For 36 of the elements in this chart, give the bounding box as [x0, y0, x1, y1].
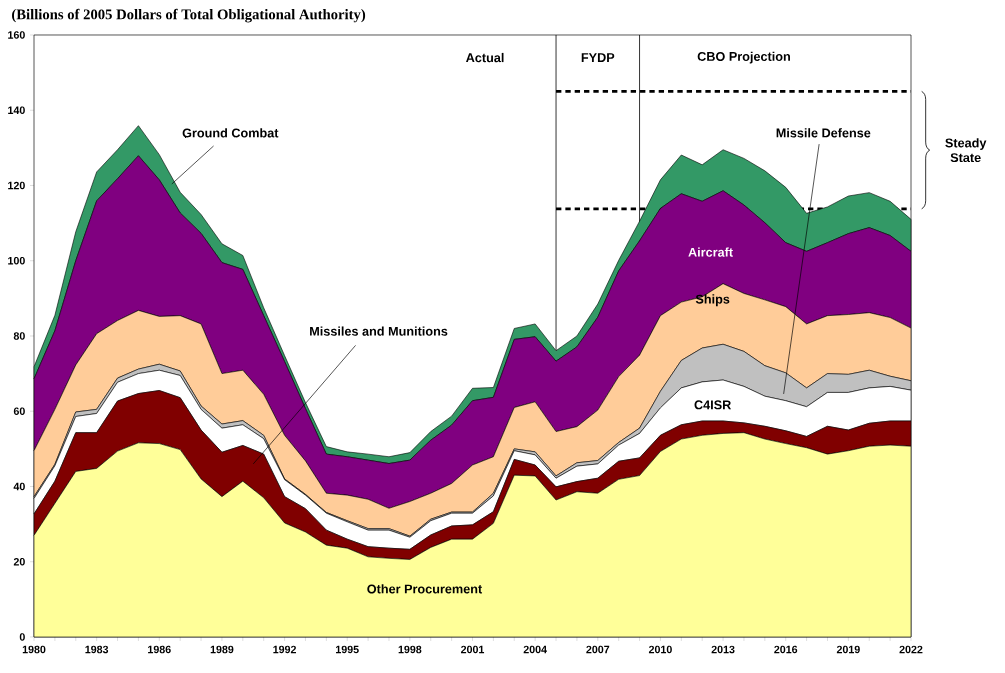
x-tick-label: 2010 — [648, 645, 672, 654]
y-tick-label: 40 — [13, 482, 25, 491]
y-tick-label: 100 — [8, 256, 25, 265]
x-tick-label: 2016 — [774, 645, 798, 654]
x-tick-label: 2004 — [523, 645, 547, 654]
x-tick-label: 1995 — [336, 645, 359, 654]
y-tick-label: 120 — [8, 181, 25, 190]
series-label: Ships — [695, 294, 730, 307]
y-tick-label: 60 — [13, 407, 25, 416]
chart-title: (Billions of 2005 Dollars of Total Obligational Authority) — [12, 8, 366, 23]
x-tick-label: 1998 — [398, 645, 422, 654]
text: Missile Defense — [776, 128, 871, 138]
y-tick-label: 80 — [13, 332, 25, 340]
annotation: FYDP — [581, 53, 615, 62]
annotation: CBO Projection — [697, 51, 790, 64]
series-label: C4ISR — [694, 400, 732, 410]
text: Ground Combat — [182, 128, 279, 138]
x-tick-label: 2007 — [586, 645, 610, 654]
x-tick-label: 2001 — [461, 645, 485, 654]
x-tick-label: 1992 — [273, 645, 297, 654]
series-label: Aircraft — [688, 247, 733, 257]
x-tick-label: 2019 — [836, 645, 860, 654]
y-tick-label: 160 — [8, 31, 25, 39]
x-tick-label: 2013 — [711, 645, 735, 654]
x-tick-label: 1989 — [210, 645, 234, 654]
x-tick-label: 1986 — [148, 645, 171, 654]
x-tick-label: 2022 — [899, 645, 923, 654]
annotation: Actual — [466, 52, 504, 63]
text: Missiles and Munitions — [310, 326, 448, 336]
y-tick-label: 20 — [13, 557, 25, 566]
text: Steady State — [945, 138, 987, 163]
series-label: Other Procurement — [367, 584, 483, 594]
y-tick-label: 140 — [8, 106, 25, 115]
x-tick-label: 1980 — [22, 645, 46, 654]
x-tick-label: 1983 — [85, 645, 109, 654]
y-tick-label: 0 — [19, 633, 25, 641]
